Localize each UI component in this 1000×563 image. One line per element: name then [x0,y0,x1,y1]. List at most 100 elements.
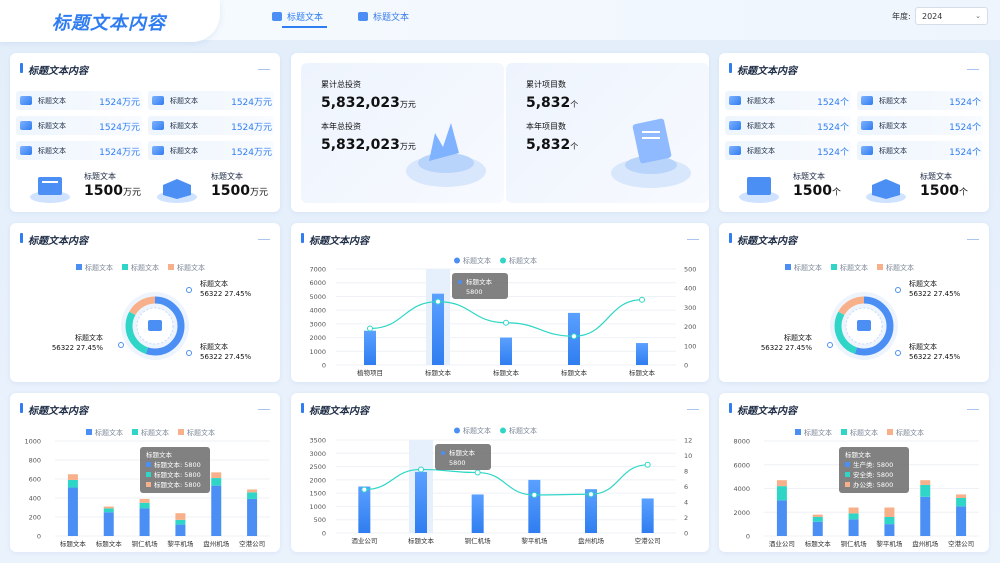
stat-tile: 标题文本 1524万元 [148,116,274,135]
bar [585,489,597,533]
tooltip-title: 标题文本 [449,448,476,457]
donut-label: 标题文本 [784,333,812,342]
year-select[interactable]: 2024 ⌄ [915,7,988,25]
tooltip-marker [845,472,850,477]
legend-marker [178,429,184,435]
stacked-bar [920,484,931,497]
tooltip-title: 标题文本 [845,450,872,459]
stack-icon [28,173,72,203]
x-tick-label: 空港公司 [239,539,265,548]
donut-label: 标题文本 [909,342,937,351]
big-stat: 标题文本 1500万元 [155,171,275,205]
big-stat: 标题文本 1500万元 [28,171,148,205]
donut-value: 56322 27.45% [909,290,961,298]
line-point [644,461,651,468]
tooltip-marker [441,451,445,455]
stacked-card-right: 标题文本内容 标题文本 标题文本 标题文本 0 2000 4000 6000 8000 酒业公司标… [719,393,989,552]
stat-value: 1524个 [817,123,849,133]
stacked-bar [956,506,967,536]
stat-label: 标题文本 [747,97,775,105]
stacked-bar [776,500,787,536]
y2-tick-label: 0 [684,362,688,370]
summary-card-left: 标题文本内容 标题文本 1524万元 标题文本 1524万元 标题文本 1524万元 标题文… [10,53,280,212]
legend-label: 标题文本 [131,263,159,272]
chart-icon [148,320,162,331]
chart-illustration-icon [406,123,486,187]
project-panel: 累计项目数 5,832个 本年项目数 5,832个 [506,63,709,203]
tooltip-marker [845,462,850,467]
stat-icon [20,146,32,155]
legend-marker [500,427,506,434]
x-tick-label: 酒业公司 [351,536,377,545]
y-tick-label: 0 [37,533,41,541]
tooltip-row: 安全类: 5800 [853,470,893,479]
x-tick-label: 空港公司 [948,539,974,548]
card-title: 标题文本内容 [729,232,797,247]
stat-value: 1524万元 [99,123,140,133]
stat-value: 1524万元 [231,148,272,158]
line-point [503,319,509,326]
stacked-bar [247,492,258,499]
y2-tick-label: 8 [684,468,688,476]
legend-marker [877,264,883,270]
y-tick-label: 0 [322,530,326,538]
stat-value: 1524万元 [99,98,140,108]
stacked-bar [175,513,186,520]
stat-label: 标题文本 [38,97,66,105]
stat-label: 标题文本 [38,147,66,155]
stat-tile: 标题文本 1524个 [857,91,983,110]
tooltip-title: 标题文本 [146,450,173,459]
series-line [369,299,643,337]
x-tick-label: 黎平机场 [521,536,548,545]
donut-value: 56322 27.45% [200,290,252,298]
box-icon [155,173,199,203]
stack-icon [737,173,781,203]
donut-card-left: 标题文本内容 标题文本 标题文本 标题文本 标题文本 56322 27.45% 标题文本 56… [10,223,280,382]
donut-label: 标题文本 [200,342,228,351]
stat-icon [20,96,32,105]
y-tick-label: 1000 [309,503,326,511]
stat-value: 1524个 [949,98,981,108]
x-tick-label: 标题文本 [629,368,656,377]
legend-label: 标题文本 [141,428,169,437]
tooltip-marker [845,482,850,487]
stat-icon [20,121,32,130]
stacked-bar [139,498,150,503]
y2-tick-label: 6 [684,483,688,491]
label-dot [895,350,901,356]
x-tick-label: 标题文本 [96,539,123,548]
stacked-bar [956,494,967,498]
y2-tick-label: 100 [684,342,696,350]
card-title: 标题文本内容 [301,232,369,247]
legend-marker [795,429,801,435]
donut-value: 56322 27.45% [200,353,252,361]
x-tick-label: 空港公司 [635,536,661,545]
legend-marker [132,429,138,435]
y-tick-label: 3000 [309,450,326,458]
x-tick-label: 黎平机场 [876,539,903,548]
stacked-bar [211,472,222,479]
y-tick-label: 3500 [309,437,326,445]
donut-slice [834,296,894,356]
bar [415,471,427,533]
y-tick-label: 5000 [309,293,326,301]
stacked-bar [103,506,114,509]
tab-overview[interactable]: 标题文本 [272,10,328,28]
y-tick-label: 2000 [309,476,326,484]
stat-value: 1524万元 [231,123,272,133]
stacked-bar [884,517,895,525]
stat-label: 标题文本 [170,122,198,130]
tooltip-value: 5800 [449,459,466,467]
series-line [364,464,648,496]
bar [364,330,376,365]
y-tick-label: 1000 [24,438,41,446]
donut-slice [125,296,185,356]
tab-detail[interactable]: 标题文本 [358,10,409,23]
big-stat: 标题文本 1500个 [737,171,857,205]
tooltip-marker [146,462,151,467]
stacked-bar [139,502,150,509]
legend-label: 标题文本 [187,428,215,437]
stacked-bar [920,496,931,536]
chevron-down-icon: ⌄ [975,12,981,20]
y-tick-label: 0 [746,533,750,541]
